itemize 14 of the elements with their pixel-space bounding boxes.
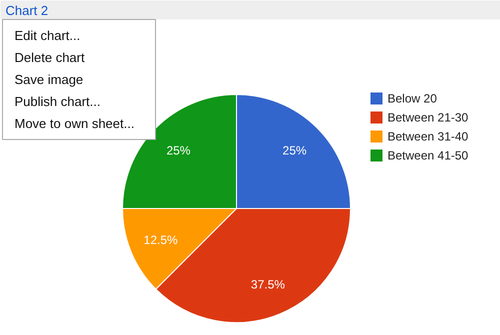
data-label: 37.5% <box>250 277 286 292</box>
legend-label: Between 21-30 <box>388 110 469 124</box>
data-label: 12.5% <box>144 232 178 247</box>
text: Move to own sheet... <box>14 116 134 131</box>
text: Save image <box>14 72 84 87</box>
data-label: 25% <box>282 143 307 158</box>
caption: Chart 2 <box>6 3 48 18</box>
legend-label: Between 31-40 <box>388 130 469 144</box>
legend-label: Between 41-50 <box>388 148 469 162</box>
data-label: 25% <box>166 143 191 158</box>
text: Edit chart... <box>14 28 80 43</box>
text: Delete chart <box>14 50 85 65</box>
text: Publish chart... <box>14 94 100 109</box>
legend-label: Below 20 <box>388 92 438 106</box>
